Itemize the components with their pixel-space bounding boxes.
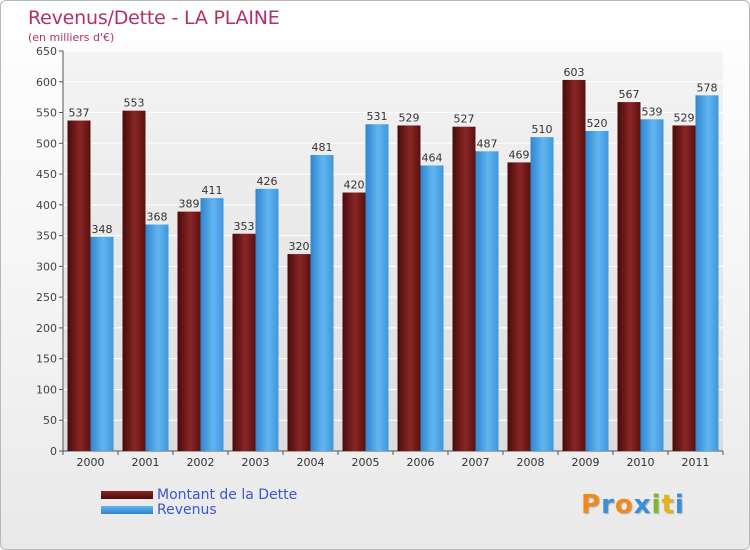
y-tick-label: 0 (50, 445, 57, 458)
data-label-revenus-2004: 481 (312, 141, 333, 154)
y-tick-label: 150 (36, 353, 57, 366)
data-label-dette-2006: 529 (399, 111, 420, 124)
bar-revenus-2010 (640, 119, 664, 452)
legend-label-revenus: Revenus (157, 502, 217, 518)
bar-revenus-2006 (420, 165, 444, 451)
data-label-dette-2004: 320 (289, 240, 310, 253)
bar-dette-2007 (452, 126, 476, 451)
logo-letter: i (674, 490, 685, 520)
chart-title: Revenus/Dette - LA PLAINE (28, 7, 280, 29)
data-label-revenus-2000: 348 (92, 223, 113, 236)
legend-label-dette: Montant de la Dette (157, 487, 298, 503)
data-label-dette-2000: 537 (69, 107, 90, 120)
legend-swatch-dette (101, 491, 153, 499)
data-label-revenus-2010: 539 (642, 105, 663, 118)
y-tick-label: 100 (36, 383, 57, 396)
data-label-revenus-2007: 487 (477, 137, 498, 150)
y-tick-label: 450 (36, 168, 57, 181)
bar-dette-2003 (232, 233, 256, 451)
bar-dette-2011 (672, 125, 696, 451)
bar-revenus-2003 (255, 188, 279, 451)
x-tick-label: 2005 (352, 456, 380, 469)
y-tick-label: 650 (36, 45, 57, 58)
logo-letter: o (614, 490, 634, 520)
bar-dette-2008 (507, 162, 531, 451)
data-label-dette-2001: 553 (124, 97, 145, 110)
bar-revenus-2009 (585, 131, 609, 451)
x-tick-label: 2009 (572, 456, 600, 469)
bar-dette-2004 (287, 254, 311, 451)
x-tick-label: 2003 (242, 456, 270, 469)
x-tick-label: 2001 (132, 456, 160, 469)
data-label-dette-2005: 420 (344, 179, 365, 192)
logo-letter: i (651, 490, 662, 520)
bar-revenus-2005 (365, 124, 389, 451)
x-tick-label: 2000 (77, 456, 105, 469)
bar-dette-2006 (397, 125, 421, 451)
y-tick-label: 50 (43, 414, 57, 427)
data-label-revenus-2005: 531 (367, 110, 388, 123)
y-tick-label: 500 (36, 137, 57, 150)
x-tick-label: 2004 (297, 456, 325, 469)
y-tick-label: 350 (36, 230, 57, 243)
y-tick-label: 400 (36, 199, 57, 212)
chart-subtitle: (en milliers d'€) (28, 31, 115, 44)
y-tick-label: 300 (36, 260, 57, 273)
y-tick-label: 200 (36, 322, 57, 335)
data-label-revenus-2009: 520 (587, 117, 608, 130)
bar-revenus-2000 (90, 236, 114, 451)
data-label-revenus-2001: 368 (147, 211, 168, 224)
data-label-dette-2009: 603 (564, 66, 585, 79)
bar-dette-2001 (122, 110, 146, 451)
y-tick-label: 250 (36, 291, 57, 304)
legend-swatch-revenus (101, 506, 153, 514)
data-label-revenus-2008: 510 (532, 123, 553, 136)
logo-letter: P (581, 490, 602, 520)
x-tick-label: 2006 (407, 456, 435, 469)
bar-dette-2002 (177, 211, 201, 451)
data-label-dette-2002: 389 (179, 198, 200, 211)
legend-item-revenus: Revenus (101, 502, 217, 518)
bar-dette-2009 (562, 79, 586, 451)
bar-dette-2000 (67, 120, 91, 452)
y-tick-label: 600 (36, 76, 57, 89)
bar-dette-2010 (617, 102, 641, 452)
bar-dette-2005 (342, 192, 366, 452)
x-tick-label: 2011 (682, 456, 710, 469)
bar-revenus-2011 (695, 95, 719, 452)
x-tick-label: 2008 (517, 456, 545, 469)
bar-revenus-2001 (145, 224, 169, 451)
legend-item-dette: Montant de la Dette (101, 487, 297, 503)
y-tick-label: 550 (36, 107, 57, 120)
plot-area (63, 51, 723, 451)
logo-letter: r (601, 490, 615, 520)
logo-letter: x (633, 490, 652, 520)
x-tick-label: 2007 (462, 456, 490, 469)
data-label-dette-2010: 567 (619, 88, 640, 101)
logo-letter: t (661, 490, 675, 520)
x-tick-label: 2010 (627, 456, 655, 469)
data-label-revenus-2011: 578 (697, 81, 718, 94)
data-label-dette-2008: 469 (509, 148, 530, 161)
data-label-revenus-2006: 464 (422, 151, 443, 164)
bar-revenus-2008 (530, 137, 554, 451)
data-label-revenus-2002: 411 (202, 184, 223, 197)
data-label-dette-2011: 529 (674, 111, 695, 124)
bar-revenus-2007 (475, 151, 499, 452)
x-tick-label: 2002 (187, 456, 215, 469)
data-label-dette-2007: 527 (454, 113, 475, 126)
data-label-dette-2003: 353 (234, 220, 255, 233)
bar-revenus-2004 (310, 155, 334, 451)
proxiti-logo: Proxiti (581, 490, 685, 520)
bar-revenus-2002 (200, 198, 224, 451)
data-label-revenus-2003: 426 (257, 175, 278, 188)
